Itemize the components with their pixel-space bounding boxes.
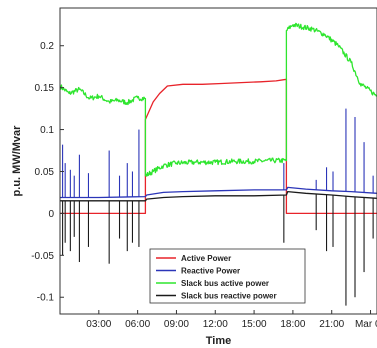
series-line xyxy=(60,22,377,177)
series-line xyxy=(60,186,377,199)
x-tick-label: 21:00 xyxy=(319,319,344,330)
plot-series xyxy=(60,22,377,306)
x-tick-label: Mar 01 xyxy=(355,319,377,330)
y-tick-label: 0.2 xyxy=(40,41,54,52)
x-tick-label: 03:00 xyxy=(86,319,111,330)
y-tick-label: 0.15 xyxy=(35,83,55,94)
legend: Active Power Reactive Power Slack bus acti… xyxy=(149,248,306,304)
y-tick-label: 0 xyxy=(48,209,54,220)
legend-label: Reactive Power xyxy=(181,267,240,276)
legend-label: Slack bus reactive power xyxy=(181,292,277,301)
y-tick-label: -0.1 xyxy=(37,293,55,304)
series-active-power xyxy=(60,78,377,215)
legend-label: Active Power xyxy=(181,254,231,263)
series-line xyxy=(60,78,377,215)
y-axis-title: p.u. MW/Mvar xyxy=(11,125,23,197)
series-reactive-power xyxy=(60,108,377,199)
legend-label: Slack bus active power xyxy=(181,279,269,288)
y-tick-label: 0.05 xyxy=(35,167,55,178)
y-tick-label: 0.1 xyxy=(40,125,54,136)
plot-frame xyxy=(59,7,377,315)
axis-ticks: -0.1 -0.05 0 0.05 0.1 0.15 0.2 03:00 06:00 09:00 1… xyxy=(31,41,377,330)
series-slack-bus-reactive-power xyxy=(60,190,377,306)
x-axis-title: Time xyxy=(206,335,231,347)
x-tick-label: 15:00 xyxy=(242,319,267,330)
y-tick-label: -0.05 xyxy=(31,251,54,262)
x-tick-label: 12:00 xyxy=(203,319,228,330)
series-slack-bus-active-power xyxy=(60,22,377,177)
series-line xyxy=(60,190,377,202)
x-tick-label: 09:00 xyxy=(164,319,189,330)
x-tick-label: 06:00 xyxy=(125,319,150,330)
x-tick-label: 18:00 xyxy=(280,319,305,330)
